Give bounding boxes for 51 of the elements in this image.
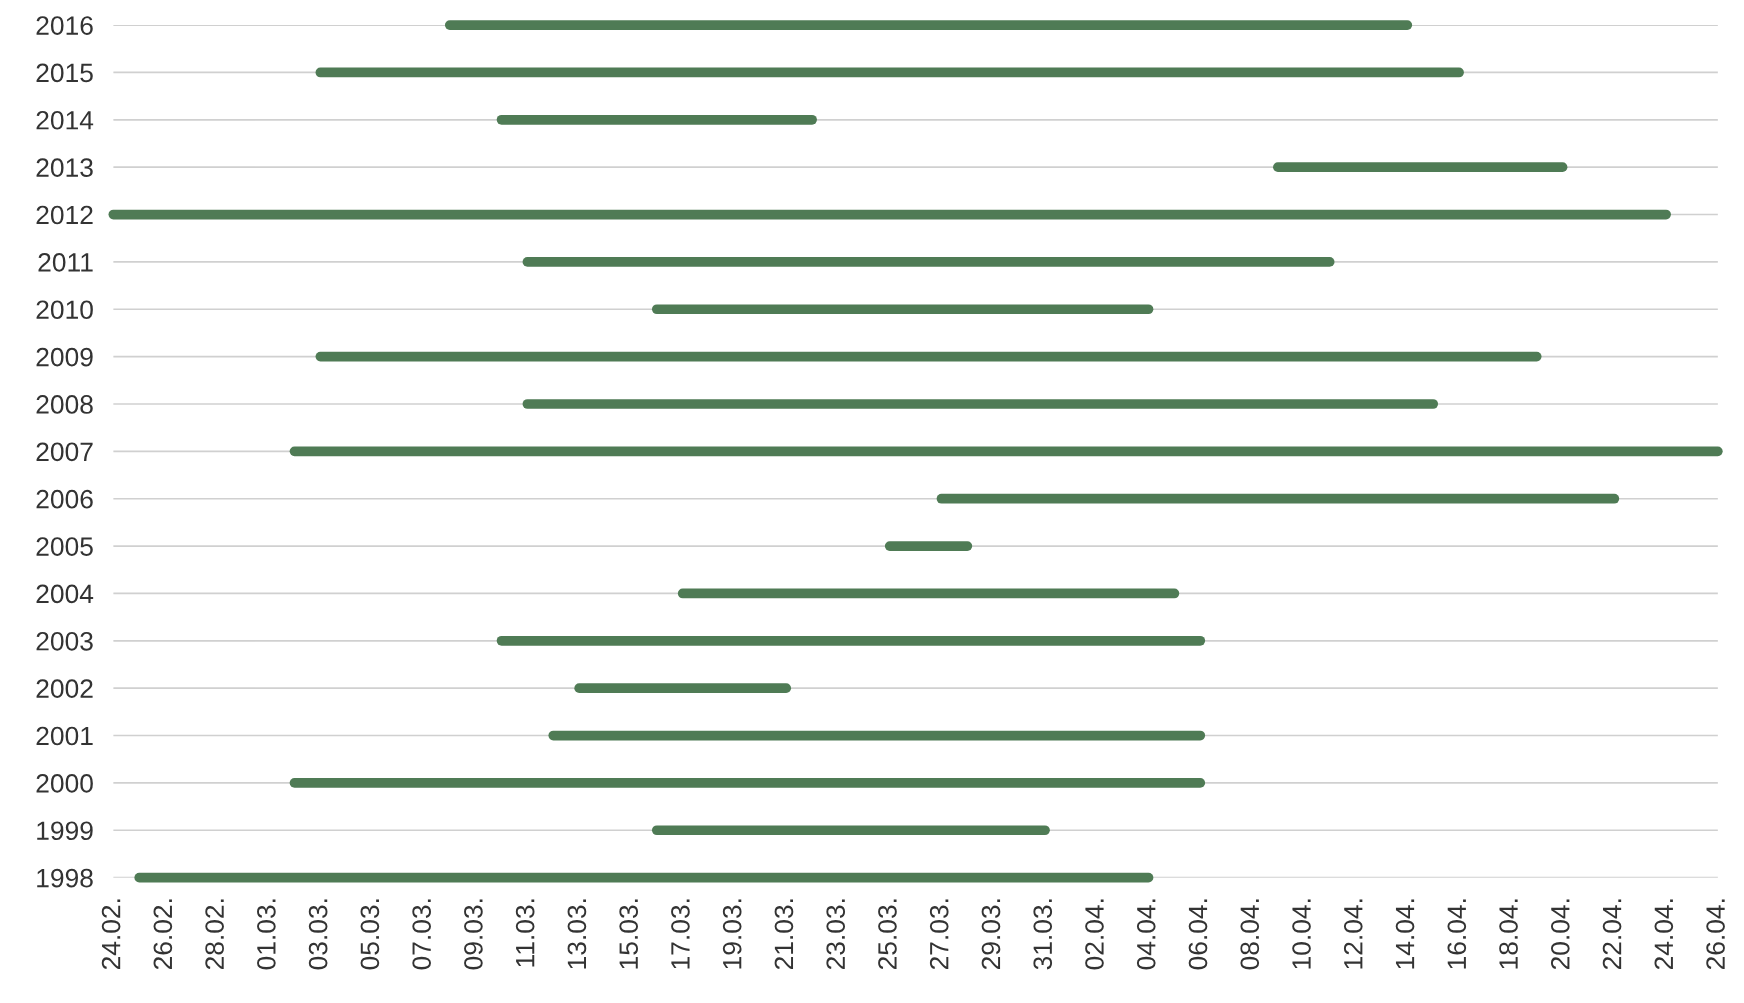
x-tick-label: 27.03. [929,899,949,970]
x-tick-label: 24.04. [1654,899,1674,970]
x-tick-label: 29.03. [981,899,1001,970]
x-tick-label: 05.03. [360,899,380,970]
x-tick-label: 06.04. [1188,899,1208,970]
x-tick-label: 12.04. [1343,899,1363,969]
x-tick-label: 03.03. [308,899,328,970]
y-tick-label: 2013 [36,158,93,177]
x-tick-label: 24.02. [101,899,121,970]
y-tick-label: 2009 [36,347,93,367]
y-tick-label: 2016 [36,16,93,35]
x-tick-label: 09.03. [464,899,483,970]
y-tick-label: 2014 [36,110,94,130]
x-tick-label: 10.04. [1292,899,1311,969]
y-tick-label: 2011 [38,253,93,272]
y-tick-label: 2012 [36,205,93,225]
y-tick-label: 2007 [36,442,93,462]
x-tick-label: 28.02. [205,899,224,970]
y-tick-label: 2002 [36,679,93,698]
y-tick-label: 2015 [36,63,93,83]
x-tick-label: 22.04. [1602,899,1622,970]
x-tick-label: 21.03. [774,899,794,970]
y-tick-label: 2000 [36,774,93,793]
x-tick-label: 25.03. [878,899,897,970]
x-tick-label: 31.03. [1033,899,1053,970]
y-tick-label: 1999 [37,821,93,841]
x-tick-label: 08.04. [1240,899,1260,970]
y-tick-label: 2005 [36,537,93,556]
x-tick-label: 19.03. [722,899,742,969]
y-tick-label: 2001 [36,726,93,746]
x-tick-label: 17.03. [671,899,690,969]
y-tick-label: 2003 [36,631,93,651]
x-tick-label: 11.03. [515,899,535,967]
x-tick-label: 07.03. [412,899,431,970]
y-tick-label: 2010 [36,300,93,320]
x-tick-label: 16.04. [1447,899,1467,969]
x-tick-label: 13.03. [567,899,587,969]
x-tick-label: 01.03. [257,899,276,970]
x-tick-label: 02.04. [1085,899,1104,970]
x-tick-label: 23.03. [826,899,846,970]
x-tick-label: 20.04. [1550,899,1570,970]
y-tick-label: 2004 [36,584,94,604]
x-tick-label: 18.04. [1499,899,1518,969]
x-tick-label: 26.04. [1706,899,1725,970]
y-tick-label: 2006 [36,489,93,509]
y-tick-label: 1998 [37,868,93,888]
x-tick-label: 14.04. [1395,899,1415,969]
x-tick-label: 15.03. [619,899,639,969]
y-tick-label: 2008 [36,395,93,414]
x-tick-label: 04.04. [1136,899,1156,970]
x-tick-label: 26.02. [153,899,173,970]
